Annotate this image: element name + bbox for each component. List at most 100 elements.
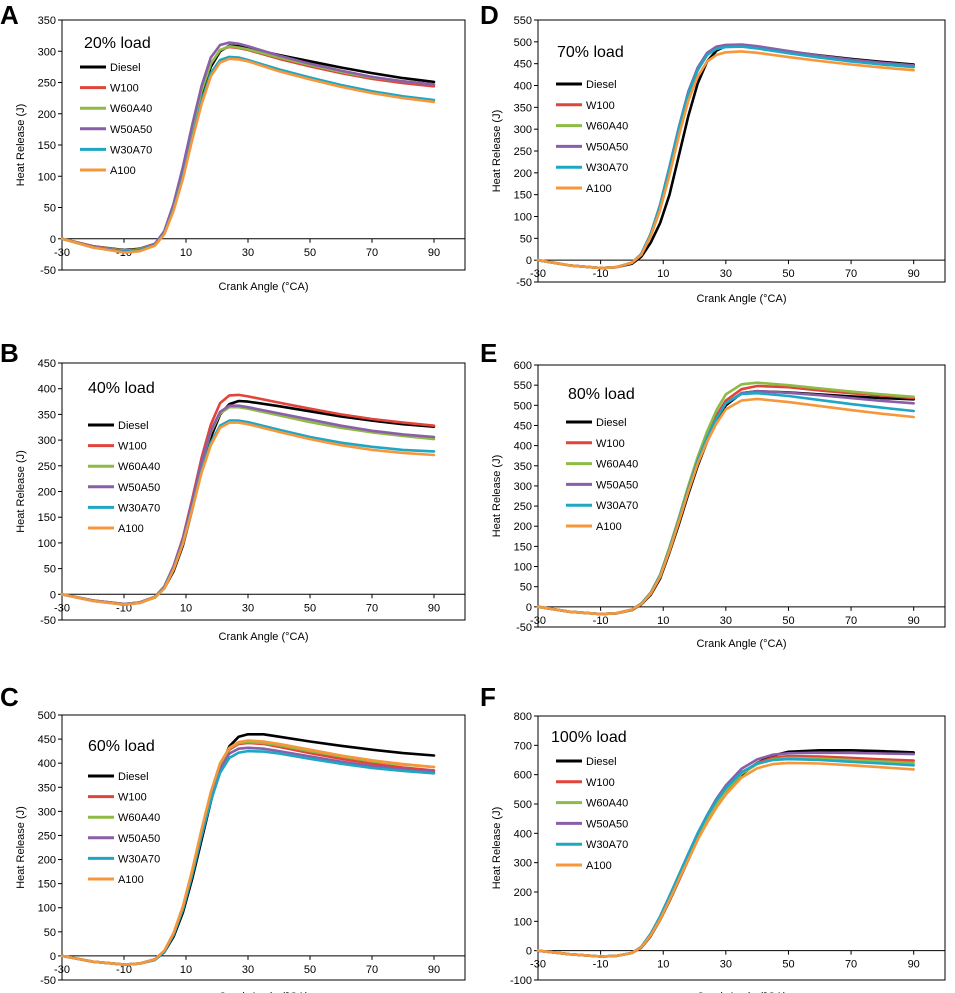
y-tick-label: 250 — [38, 78, 56, 90]
x-tick-label: 70 — [845, 268, 857, 280]
x-tick-label: 30 — [242, 247, 254, 259]
x-tick-label: -30 — [530, 615, 546, 627]
y-tick-label: 350 — [514, 102, 532, 114]
y-tick-label: 550 — [514, 380, 532, 392]
x-tick-label: 10 — [657, 959, 669, 971]
y-tick-label: 400 — [38, 384, 56, 396]
x-tick-label: 10 — [657, 268, 669, 280]
legend-label: A100 — [118, 523, 144, 535]
y-tick-label: 500 — [514, 37, 532, 49]
x-tick-label: 90 — [908, 959, 920, 971]
legend-label: W50A50 — [586, 818, 628, 830]
y-tick-label: 250 — [38, 830, 56, 842]
chart-title: 100% load — [551, 729, 627, 746]
chart-title: 70% load — [557, 44, 624, 61]
legend-label: W30A70 — [118, 853, 160, 865]
y-tick-label: 0 — [50, 234, 56, 246]
legend-label: W60A40 — [586, 121, 628, 133]
y-tick-label: 500 — [38, 710, 56, 722]
chart-panel-d: D -50 0 50 100 150 200 250 300 350 400 450 500 550 -30… — [480, 0, 946, 305]
series-line-a100 — [60, 421, 436, 606]
x-axis-title: Crank Angle (°CA) — [219, 631, 309, 643]
legend-label: W100 — [118, 792, 147, 804]
y-axis-title: Heat Release (J) — [15, 450, 27, 533]
y-tick-label: 450 — [514, 59, 532, 71]
legend-label: W30A70 — [118, 502, 160, 514]
legend-label: W30A70 — [596, 500, 638, 512]
x-tick-label: 90 — [908, 615, 920, 627]
x-tick-label: 70 — [845, 959, 857, 971]
y-tick-label: 0 — [50, 589, 56, 601]
legend-label: W100 — [586, 100, 615, 112]
y-tick-label: 350 — [38, 782, 56, 794]
legend-label: Diesel — [586, 79, 617, 91]
series-line-a100 — [536, 397, 916, 616]
legend-label: Diesel — [118, 420, 149, 432]
legend-label: W100 — [118, 441, 147, 453]
y-tick-label: 200 — [38, 109, 56, 121]
x-tick-label: 90 — [908, 268, 920, 280]
y-tick-label: 50 — [520, 582, 532, 594]
x-axis-title: Crank Angle (°CA) — [697, 638, 787, 650]
x-tick-label: 90 — [428, 602, 440, 614]
y-tick-label: 200 — [514, 887, 532, 899]
y-tick-label: 450 — [38, 358, 56, 370]
x-axis-title: Crank Angle (°CA) — [697, 293, 787, 305]
legend-label: W50A50 — [586, 141, 628, 153]
x-tick-label: -10 — [593, 615, 609, 627]
x-tick-label: 10 — [657, 615, 669, 627]
y-tick-label: -50 — [516, 277, 532, 289]
x-tick-label: -10 — [593, 959, 609, 971]
y-tick-label: 300 — [38, 435, 56, 447]
y-tick-label: 0 — [50, 951, 56, 963]
legend-label: W30A70 — [110, 144, 152, 156]
plot-area — [61, 714, 466, 981]
legend-label: W30A70 — [586, 162, 628, 174]
y-tick-label: 300 — [38, 806, 56, 818]
y-tick-label: 200 — [38, 487, 56, 499]
panel-letter: F — [480, 682, 496, 712]
series-line-a100 — [536, 761, 916, 958]
x-tick-label: -10 — [593, 268, 609, 280]
y-tick-label: 300 — [514, 858, 532, 870]
chart-title: 80% load — [568, 386, 635, 403]
y-tick-label: 250 — [514, 146, 532, 158]
chart-title: 60% load — [88, 738, 155, 755]
x-tick-label: 30 — [242, 602, 254, 614]
y-tick-label: 600 — [514, 360, 532, 372]
y-tick-label: 50 — [44, 927, 56, 939]
x-tick-label: -30 — [54, 602, 70, 614]
panel-letter: D — [480, 0, 499, 30]
y-tick-label: 450 — [38, 734, 56, 746]
x-tick-label: 90 — [428, 964, 440, 976]
legend-label: W50A50 — [596, 479, 638, 491]
legend-label: W50A50 — [118, 833, 160, 845]
panel-letter: B — [0, 338, 19, 368]
legend-label: W60A40 — [110, 103, 152, 115]
legend-label: A100 — [586, 860, 612, 872]
x-tick-label: 70 — [366, 964, 378, 976]
y-tick-label: 550 — [514, 15, 532, 27]
y-tick-label: 400 — [38, 758, 56, 770]
x-tick-label: 70 — [366, 602, 378, 614]
y-tick-label: -50 — [516, 622, 532, 634]
y-tick-label: 100 — [38, 171, 56, 183]
legend-label: W60A40 — [118, 812, 160, 824]
x-tick-label: -30 — [54, 247, 70, 259]
x-tick-label: 50 — [782, 615, 794, 627]
x-tick-label: 50 — [304, 964, 316, 976]
chart-title: 40% load — [88, 380, 155, 397]
y-tick-label: 250 — [514, 501, 532, 513]
y-tick-label: 50 — [520, 233, 532, 245]
y-tick-label: -50 — [40, 265, 56, 277]
y-tick-label: 150 — [38, 879, 56, 891]
panel-letter: C — [0, 682, 19, 712]
y-tick-label: -100 — [510, 975, 532, 987]
panel-letter: E — [480, 338, 497, 368]
legend-label: Diesel — [110, 62, 141, 74]
x-axis-title: Crank Angle (°CA) — [219, 991, 309, 993]
legend-label: A100 — [110, 165, 136, 177]
